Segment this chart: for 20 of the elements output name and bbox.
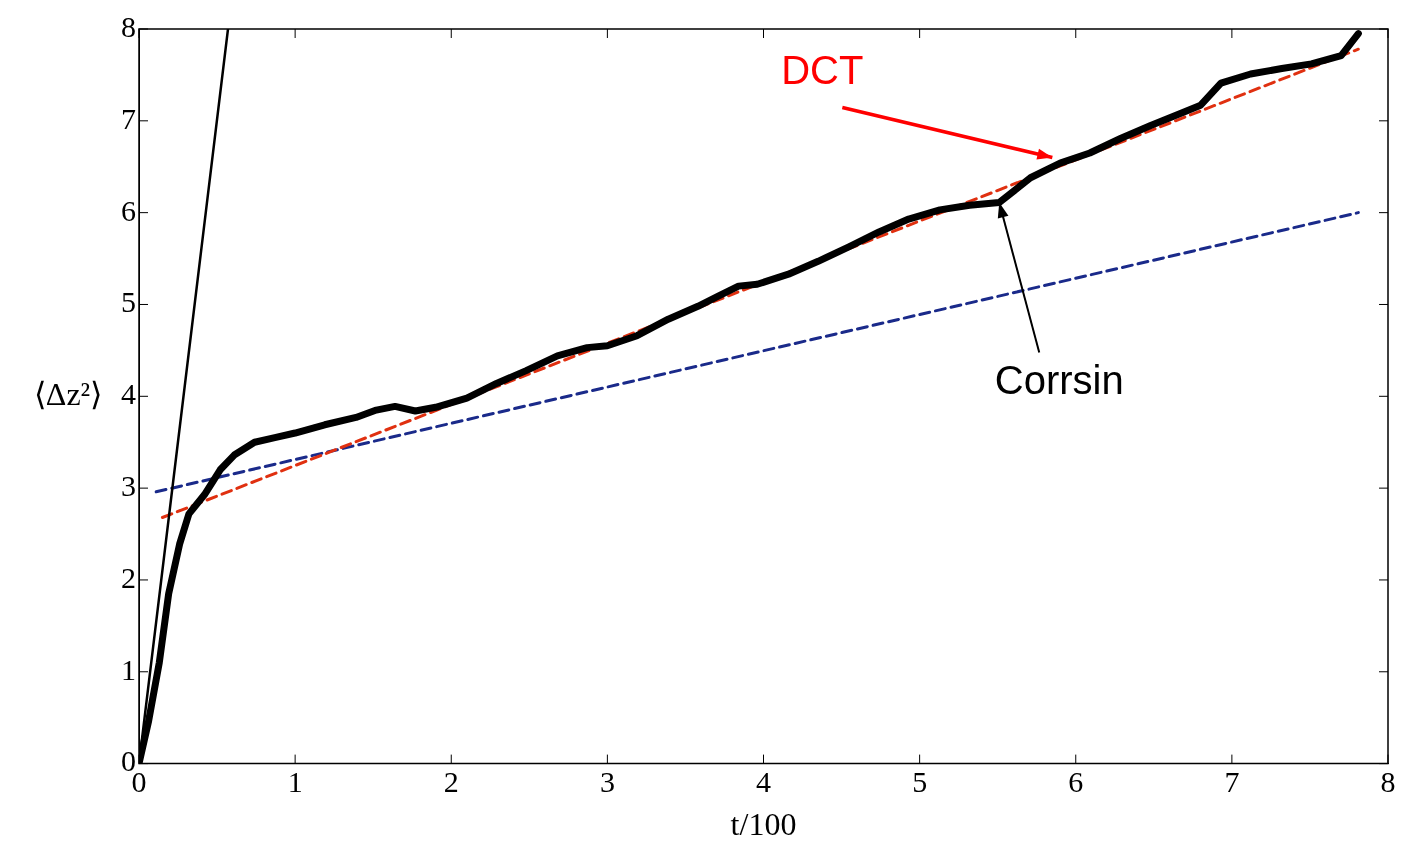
x-tick-label: 7 [1224, 765, 1240, 799]
y-tick-label: 5 [121, 285, 136, 319]
y-tick-label: 6 [121, 193, 136, 227]
annotation: DCT [781, 47, 864, 92]
x-tick-label: 8 [1380, 765, 1396, 799]
x-tick-label: 5 [912, 765, 928, 799]
x-axis-title: t/100 [730, 806, 797, 843]
y-tick-label: 7 [121, 101, 136, 135]
x-tick-label: 3 [599, 765, 615, 799]
y-tick-label: 8 [121, 9, 136, 43]
x-tick-label: 4 [756, 765, 771, 799]
y-tick-label: 1 [121, 652, 136, 686]
y-tick-label: 3 [121, 469, 136, 502]
x-tick-label: 1 [287, 765, 303, 799]
y-tick-label: 4 [121, 377, 136, 411]
y-tick-label: 2 [121, 560, 136, 594]
annotation: Corrsin [994, 357, 1124, 402]
y-axis-title: ⟨Δz²⟩ [33, 375, 103, 412]
x-tick-label: 6 [1068, 765, 1084, 799]
x-tick-label: 2 [443, 765, 459, 799]
